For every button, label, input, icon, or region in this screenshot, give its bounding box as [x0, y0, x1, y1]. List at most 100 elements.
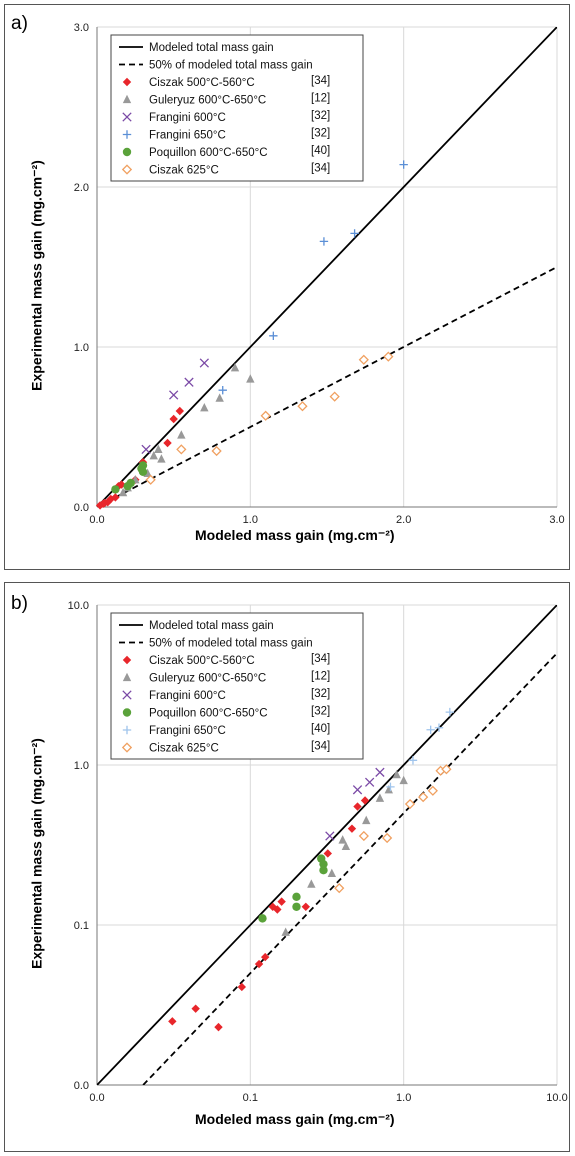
a-point-diamond-open	[358, 354, 369, 365]
b-point-diamond-open	[418, 791, 429, 803]
b-legend-ref: [34]	[311, 741, 330, 753]
a-xtick-label: 2.0	[396, 514, 411, 526]
b-legend-ref: [34]	[311, 653, 330, 665]
b-point-diamond	[273, 905, 282, 914]
a-legend-marker	[121, 164, 133, 175]
b-point-x	[325, 831, 335, 841]
b-point-diamond-open	[382, 832, 393, 844]
a-point-diamond-open	[145, 474, 156, 485]
a-ytick-label: 1.0	[74, 342, 89, 354]
b-point-triangle	[307, 879, 316, 888]
a-legend-label: Frangini 650°C	[149, 130, 226, 142]
a-legend-marker	[122, 112, 132, 122]
a-legend-label: Ciszak 625°C	[149, 165, 219, 177]
a-point-diamond	[163, 438, 172, 448]
a-point-diamond	[103, 498, 112, 507]
a-point-diamond	[175, 406, 184, 416]
b-point-diamond-open	[441, 764, 452, 775]
b-lines	[97, 605, 557, 1085]
panel-b-xlabel: Modeled mass gain (mg.cm⁻²)	[195, 1111, 395, 1127]
b-ytick-label: 0.1	[74, 920, 89, 932]
b-point-diamond	[168, 1017, 177, 1026]
a-ytick-label: 2.0	[74, 182, 89, 194]
b-legend-box	[110, 612, 364, 760]
b-point-triangle	[384, 784, 394, 794]
a-ytick-label: 0.0	[74, 502, 89, 514]
chart-b: 0.00.0 0.1 0.1 1.0 1.0 10.0 10.0 Modeled total …	[68, 600, 568, 1104]
a-point-circle	[138, 467, 148, 476]
b-point-triangle	[281, 927, 290, 936]
b-point-diamond-open	[427, 785, 438, 796]
b-point-triangle	[338, 835, 347, 844]
a-point-x	[169, 390, 179, 400]
b-point-x	[364, 777, 375, 787]
b-legend-label: Ciszak 625°C	[149, 743, 219, 755]
b-ytick-label: 0.0	[74, 1080, 89, 1092]
a-legend-ref: [32]	[311, 128, 330, 140]
b-point-triangle	[327, 868, 337, 878]
b-legend-ref: [32]	[311, 688, 330, 700]
b-point-diamond-open	[404, 798, 416, 810]
b-point-diamond	[237, 982, 247, 992]
b-point-plus	[408, 756, 418, 765]
b-legend-label: Modeled total mass gain	[149, 620, 274, 632]
a-legend-label: 50% of modeled total mass gain	[149, 60, 313, 72]
b-point-diamond	[323, 849, 332, 858]
b-point-triangle	[341, 841, 351, 850]
b-xtick-label: 1.0	[396, 1092, 411, 1104]
a-fifty-percent-line	[97, 266, 557, 507]
b-legend-marker	[121, 742, 133, 753]
b-point-diamond	[347, 824, 357, 833]
a-legend-label: Ciszak 500°C-560°C	[149, 77, 255, 89]
chart-a: 0.00.0 1.0 1.0 2.0 2.0 3.0 3.0 Modeled total ma…	[74, 22, 565, 526]
a-point-triangle	[157, 454, 166, 463]
a-xtick-label: 1.0	[243, 514, 258, 526]
panel-a-xlabel: Modeled mass gain (mg.cm⁻²)	[195, 527, 395, 543]
a-point-triangle	[177, 430, 186, 439]
b-point-x	[375, 767, 385, 777]
a-point-plus	[218, 386, 227, 395]
b-point-plus	[434, 723, 444, 732]
a-legend-marker	[122, 94, 132, 104]
a-legend-ref: [12]	[311, 93, 330, 105]
b-xtick-label: 0.1	[243, 1092, 258, 1104]
b-legend-marker	[122, 655, 132, 665]
a-legend-marker	[122, 147, 132, 157]
a-point-x	[141, 444, 151, 455]
b-legend-ref: [40]	[311, 723, 330, 735]
a-legend-box	[110, 34, 364, 182]
b-point-triangle	[375, 793, 385, 802]
b-legend-label: Guleryuz 600°C-650°C	[149, 673, 266, 685]
a-point-diamond-open	[260, 410, 271, 421]
a-xtick-label: 3.0	[549, 514, 564, 526]
a-point-circle	[111, 485, 120, 494]
a-legend-ref: [32]	[311, 110, 330, 122]
b-parity-line	[97, 605, 557, 1085]
panel-b: b) Experimental mass gain (mg.cm⁻²) Mode…	[4, 582, 570, 1152]
a-legend-label: Modeled total mass gain	[149, 42, 274, 54]
b-legend-marker	[122, 690, 132, 700]
b-point-diamond-open	[358, 830, 369, 842]
a-point-circle	[138, 461, 148, 470]
b-legend-label: Poquillon 600°C-650°C	[149, 708, 268, 720]
b-point-x	[352, 785, 363, 795]
b-point-diamond	[301, 902, 310, 911]
b-point-triangle	[399, 775, 408, 785]
b-legend-label: Ciszak 500°C-560°C	[149, 655, 255, 667]
b-legend-marker	[122, 725, 132, 735]
a-point-plus	[319, 237, 329, 246]
a-legend-label: Guleryuz 600°C-650°C	[149, 95, 266, 107]
a-point-plus	[399, 160, 408, 169]
a-parity-line	[97, 27, 557, 507]
a-legend-label: Frangini 600°C	[149, 112, 226, 124]
b-point-circle	[319, 859, 328, 869]
b-xtick-label: 10.0	[546, 1092, 567, 1104]
b-point-diamond	[268, 902, 277, 911]
a-ytick-label: 3.0	[74, 22, 89, 34]
b-legend-label: Frangini 650°C	[149, 725, 226, 737]
a-point-diamond-open	[211, 445, 222, 457]
a-point-triangle	[246, 374, 255, 383]
a-point-triangle	[200, 403, 209, 412]
a-point-triangle	[118, 487, 128, 497]
b-point-circle	[292, 902, 301, 911]
